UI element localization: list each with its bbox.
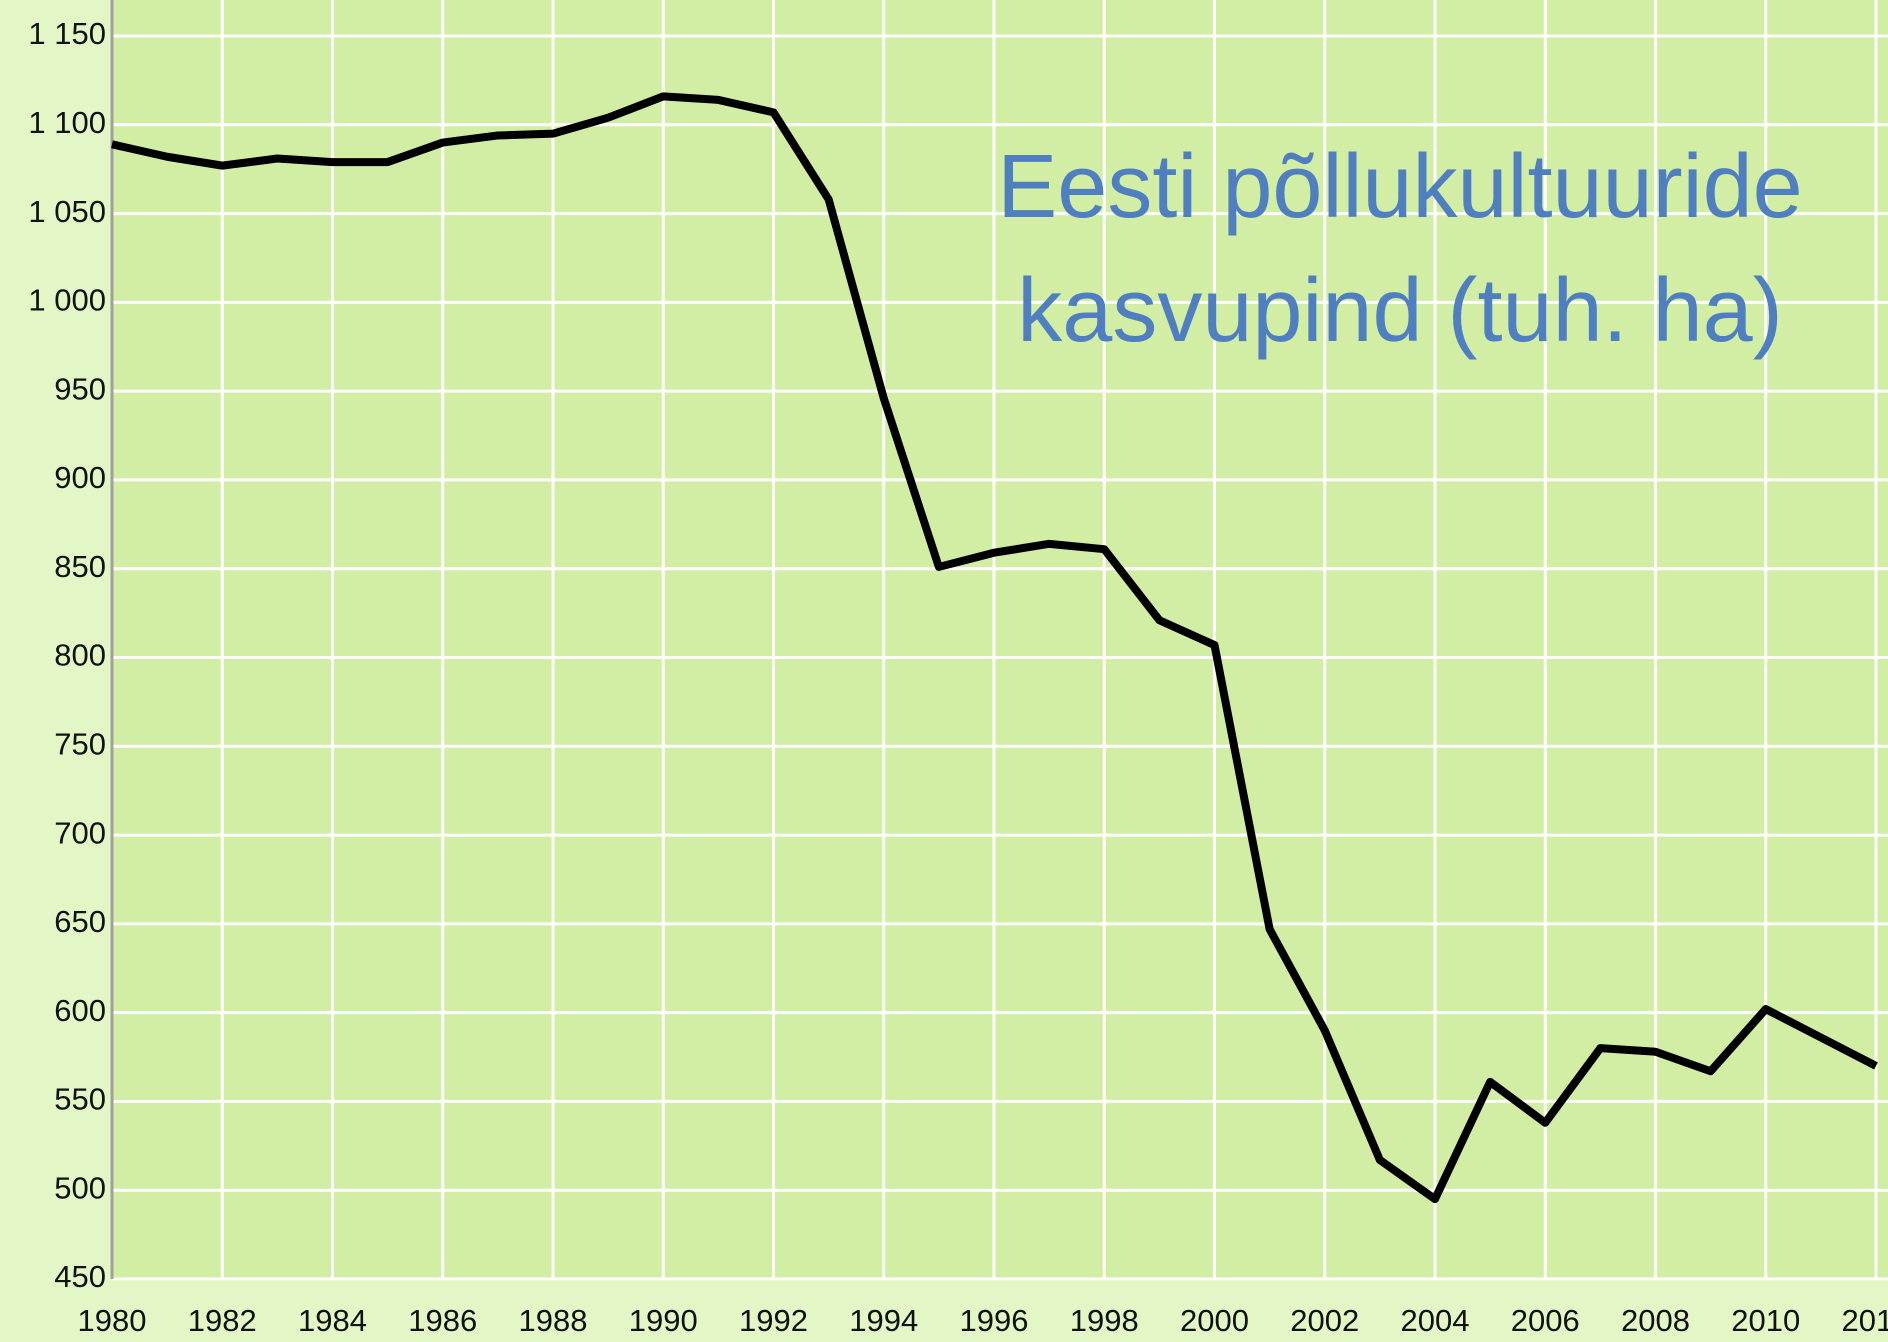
x-tick-label: 2004 bbox=[1401, 1303, 1470, 1338]
chart-title: Eesti põllukultuuride kasvupind (tuh. ha… bbox=[997, 137, 1803, 361]
x-tick-label: 1990 bbox=[629, 1303, 698, 1338]
x-tick-label: 1996 bbox=[960, 1303, 1029, 1338]
y-tick-label: 950 bbox=[54, 371, 106, 406]
y-tick-label: 550 bbox=[54, 1082, 106, 1117]
x-tick-label: 2012 bbox=[1842, 1303, 1888, 1338]
x-tick-label: 1992 bbox=[739, 1303, 808, 1338]
x-tick-label: 1984 bbox=[298, 1303, 367, 1338]
x-tick-label: 2010 bbox=[1731, 1303, 1800, 1338]
x-tick-label: 1986 bbox=[408, 1303, 477, 1338]
x-tick-label: 1998 bbox=[1070, 1303, 1139, 1338]
y-tick-label: 900 bbox=[54, 460, 106, 495]
x-tick-label: 2006 bbox=[1511, 1303, 1580, 1338]
y-tick-label: 1 000 bbox=[28, 283, 106, 318]
y-tick-label: 450 bbox=[54, 1259, 106, 1294]
x-tick-label: 1988 bbox=[519, 1303, 588, 1338]
x-tick-label: 2000 bbox=[1180, 1303, 1249, 1338]
y-tick-label: 1 150 bbox=[28, 16, 106, 51]
x-tick-label: 2008 bbox=[1621, 1303, 1690, 1338]
y-tick-label: 500 bbox=[54, 1170, 106, 1205]
y-tick-label: 1 100 bbox=[28, 105, 106, 140]
x-tick-label: 1982 bbox=[188, 1303, 257, 1338]
y-tick-label: 800 bbox=[54, 638, 106, 673]
y-tick-label: 1 050 bbox=[28, 194, 106, 229]
y-tick-label: 850 bbox=[54, 549, 106, 584]
x-tick-label: 1994 bbox=[849, 1303, 918, 1338]
y-tick-label: 650 bbox=[54, 904, 106, 939]
x-tick-label: 1980 bbox=[78, 1303, 147, 1338]
y-tick-label: 700 bbox=[54, 815, 106, 850]
x-tick-label: 2002 bbox=[1290, 1303, 1359, 1338]
data-line bbox=[111, 92, 1878, 1204]
y-tick-label: 750 bbox=[54, 726, 106, 761]
y-tick-label: 600 bbox=[54, 993, 106, 1028]
